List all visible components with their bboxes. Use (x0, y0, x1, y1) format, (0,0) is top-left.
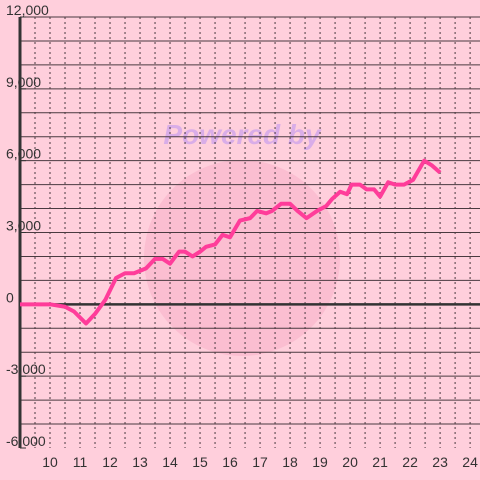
y-tick-label: -6,000 (6, 433, 46, 449)
x-tick-label: 13 (132, 454, 148, 470)
data-line (20, 158, 442, 326)
x-tick-label: 21 (372, 454, 388, 470)
x-tick-label: 16 (222, 454, 238, 470)
x-tick-label: 22 (402, 454, 418, 470)
y-tick-label: -3,000 (6, 361, 46, 377)
y-tick-label: 3,000 (6, 218, 41, 234)
x-tick-label: 14 (162, 454, 178, 470)
x-tick-label: 10 (42, 454, 58, 470)
x-tick-label: 17 (252, 454, 268, 470)
x-tick-label: 19 (312, 454, 328, 470)
x-tick-label: 15 (192, 454, 208, 470)
y-tick-label: 6,000 (6, 146, 41, 162)
x-tick-label: 23 (432, 454, 448, 470)
x-tick-label: 24 (462, 454, 478, 470)
x-tick-label: 20 (342, 454, 358, 470)
y-tick-label: 12,000 (6, 2, 49, 18)
y-tick-label: 9,000 (6, 74, 41, 90)
x-tick-label: 12 (102, 454, 118, 470)
watermark-text: Powered by (163, 119, 322, 150)
x-tick-label: 11 (73, 454, 88, 470)
x-tick-label: 18 (282, 454, 298, 470)
y-tick-label: 0 (6, 289, 14, 305)
